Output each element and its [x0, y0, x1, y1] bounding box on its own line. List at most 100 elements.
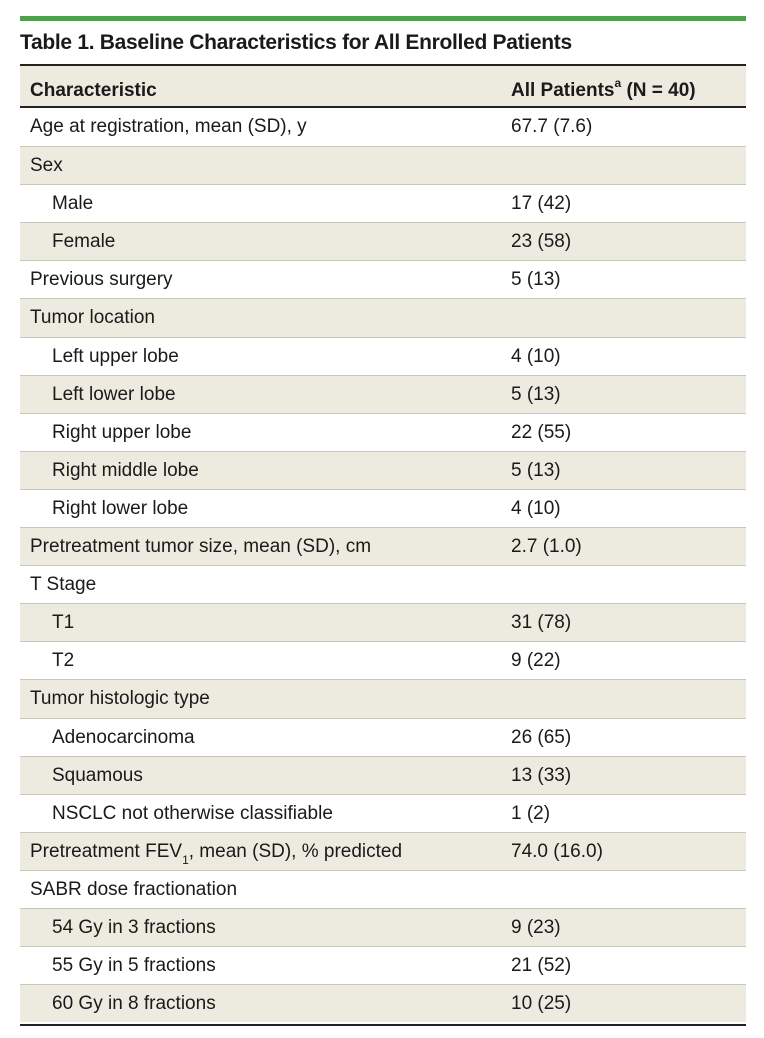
row-label: Sex [30, 155, 63, 177]
row-characteristic: Female [52, 223, 115, 260]
table-header-row: Characteristic All Patientsa (N = 40) [20, 66, 746, 108]
row-value: 5 (13) [511, 269, 561, 291]
row-characteristic: Adenocarcinoma [52, 719, 195, 756]
row-characteristic: Right lower lobe [52, 490, 188, 527]
table-row: Left lower lobe 5 (13) [20, 374, 746, 413]
table-row: Pretreatment FEV1, mean (SD), % predicte… [20, 831, 746, 870]
row-value: 17 (42) [511, 193, 572, 215]
row-value: 22 (55) [511, 421, 572, 443]
row-characteristic: Pretreatment FEV1, mean (SD), % predicte… [30, 833, 402, 870]
row-label: T Stage [30, 574, 97, 596]
row-label: Pretreatment tumor size, mean (SD), cm [30, 536, 372, 558]
row-value: 5 (13) [511, 459, 561, 481]
row-value: 21 (52) [511, 955, 572, 977]
row-characteristic: 60 Gy in 8 fractions [52, 985, 216, 1022]
row-characteristic: Squamous [52, 757, 143, 794]
row-label: 60 Gy in 8 fractions [52, 993, 216, 1015]
row-label: Squamous [52, 764, 143, 786]
row-label-subscript: 1 [182, 852, 189, 867]
header-sample-size: (N = 40) [621, 80, 696, 101]
row-value: 2.7 (1.0) [511, 536, 582, 558]
row-value: 67.7 (7.6) [511, 116, 593, 137]
header-all-patients-label: All Patients [511, 80, 615, 101]
row-label: SABR dose fractionation [30, 878, 238, 900]
row-label: Left upper lobe [52, 345, 179, 367]
table-row: T1 31 (78) [20, 603, 746, 642]
bottom-rule [20, 1024, 746, 1026]
row-label: Male [52, 193, 94, 215]
row-label-suffix: , mean (SD), % predicted [188, 840, 403, 862]
row-characteristic: NSCLC not otherwise classifiable [52, 795, 333, 832]
row-characteristic: Tumor histologic type [30, 680, 210, 717]
row-characteristic: Male [52, 185, 93, 222]
row-value: 5 (13) [511, 383, 561, 405]
row-label: T2 [52, 650, 75, 672]
row-value: 1 (2) [511, 802, 551, 824]
table-row: T2 9 (22) [20, 641, 746, 679]
row-characteristic: Pretreatment tumor size, mean (SD), cm [30, 528, 371, 565]
table-body: Age at registration, mean (SD), y 67.7 (7… [20, 108, 746, 1023]
top-accent-rule [20, 16, 746, 21]
row-label: Right lower lobe [52, 497, 189, 519]
table-row: Left upper lobe 4 (10) [20, 336, 746, 375]
row-label: 54 Gy in 3 fractions [52, 916, 216, 938]
header-characteristic: Characteristic [30, 80, 157, 101]
table-row: T Stage [20, 565, 746, 603]
row-label: Left lower lobe [52, 383, 176, 405]
row-characteristic: Sex [30, 147, 63, 184]
table-row: Female 23 (58) [20, 222, 746, 261]
table-row: Right middle lobe 5 (13) [20, 450, 746, 489]
row-label: Pretreatment FEV [30, 840, 183, 862]
row-characteristic: Right upper lobe [52, 414, 191, 451]
row-characteristic: Previous surgery [30, 261, 173, 298]
table-row: Right upper lobe 22 (55) [20, 412, 746, 451]
row-label: 55 Gy in 5 fractions [52, 955, 216, 977]
row-label: Age at registration, mean (SD), y [30, 116, 307, 137]
table-row: SABR dose fractionation [20, 869, 746, 908]
row-label: Adenocarcinoma [52, 726, 195, 748]
table-title: Table 1. Baseline Characteristics for Al… [20, 31, 572, 54]
row-label: T1 [52, 612, 75, 634]
row-characteristic: Left upper lobe [52, 338, 179, 375]
row-label: Right middle lobe [52, 459, 199, 481]
row-characteristic: 54 Gy in 3 fractions [52, 909, 216, 946]
row-characteristic: Left lower lobe [52, 376, 176, 413]
table-row: Sex [20, 146, 746, 185]
table-row: Male 17 (42) [20, 184, 746, 222]
title-rule [20, 64, 746, 66]
row-value: 13 (33) [511, 764, 572, 786]
row-label: Tumor location [30, 307, 155, 329]
table-row: Previous surgery 5 (13) [20, 260, 746, 298]
table-row: NSCLC not otherwise classifiable 1 (2) [20, 793, 746, 832]
table-row: Pretreatment tumor size, mean (SD), cm 2.… [20, 527, 746, 566]
row-value: 4 (10) [511, 345, 561, 367]
row-value: 9 (22) [511, 650, 561, 672]
row-characteristic: T1 [52, 604, 74, 641]
table-row: 54 Gy in 3 fractions 9 (23) [20, 907, 746, 947]
row-label: Right upper lobe [52, 421, 192, 443]
row-value: 23 (58) [511, 231, 572, 253]
row-label: Previous surgery [30, 269, 173, 291]
row-characteristic: 55 Gy in 5 fractions [52, 947, 216, 984]
row-label: Female [52, 231, 116, 253]
table-row: Age at registration, mean (SD), y 67.7 (7… [20, 108, 746, 146]
row-value: 10 (25) [511, 993, 572, 1015]
table-row: Right lower lobe 4 (10) [20, 488, 746, 527]
header-footnote-marker: a [614, 75, 622, 90]
row-value: 9 (23) [511, 916, 561, 938]
row-characteristic: Age at registration, mean (SD), y [30, 108, 307, 145]
row-characteristic: T2 [52, 642, 74, 679]
row-characteristic: SABR dose fractionation [30, 871, 237, 908]
row-label: Tumor histologic type [30, 688, 210, 710]
row-characteristic: T Stage [30, 566, 96, 603]
header-all-patients: All Patientsa (N = 40) [511, 66, 696, 106]
row-label: NSCLC not otherwise classifiable [52, 802, 333, 824]
table-row: Tumor histologic type [20, 679, 746, 718]
table-row: Squamous 13 (33) [20, 755, 746, 794]
table-row: Adenocarcinoma 26 (65) [20, 717, 746, 756]
row-value: 74.0 (16.0) [511, 840, 603, 862]
table-row: 60 Gy in 8 fractions 10 (25) [20, 984, 746, 1023]
row-characteristic: Right middle lobe [52, 452, 199, 489]
row-characteristic: Tumor location [30, 299, 155, 336]
row-value: 4 (10) [511, 497, 561, 519]
